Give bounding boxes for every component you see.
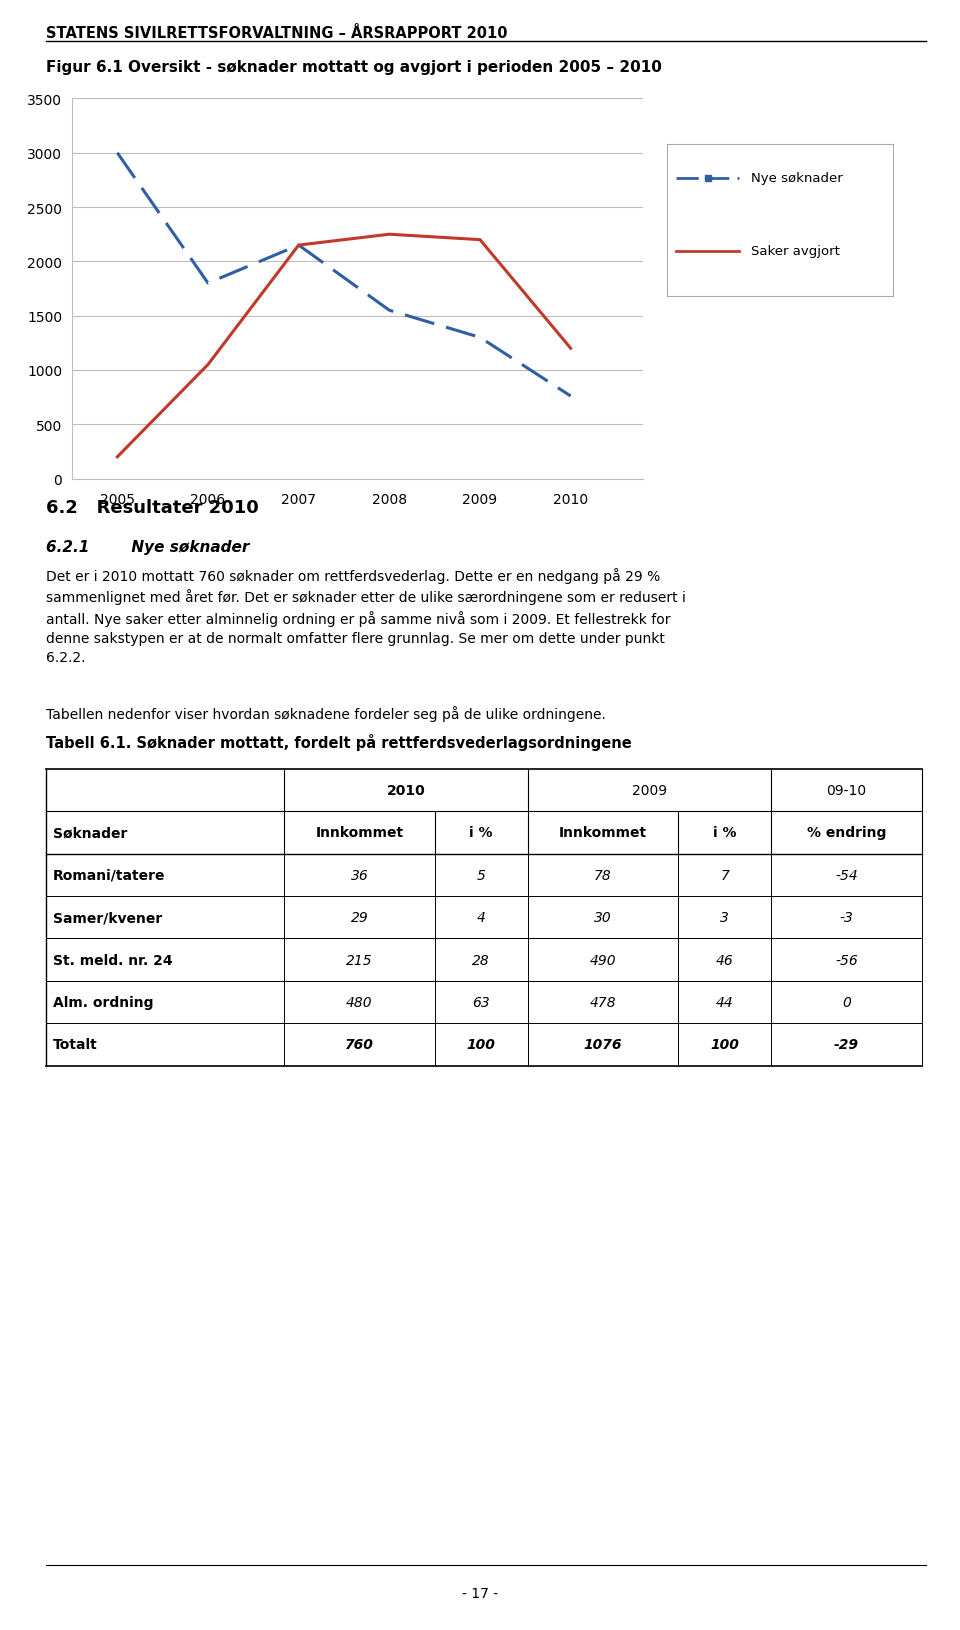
Text: STATENS SIVILRETTSFORVALTNING – ÅRSRAPPORT 2010: STATENS SIVILRETTSFORVALTNING – ÅRSRAPPO…: [46, 26, 508, 41]
Text: i %: i %: [713, 826, 736, 839]
Text: 78: 78: [594, 869, 612, 882]
Text: % endring: % endring: [806, 826, 886, 839]
Text: 6.2   Resultater 2010: 6.2 Resultater 2010: [46, 499, 259, 517]
Text: 5: 5: [477, 869, 486, 882]
Saker avgjort: [293, 236, 304, 256]
Text: 215: 215: [347, 954, 372, 967]
Saker avgjort: [474, 231, 486, 251]
Text: 3: 3: [720, 911, 730, 924]
Text: 2009: 2009: [632, 784, 667, 797]
Text: 29: 29: [350, 911, 369, 924]
Text: Nye søknader: Nye søknader: [751, 171, 843, 184]
Nye søknader: [203, 274, 214, 293]
Text: 478: 478: [589, 996, 616, 1009]
Text: Samer/kvener: Samer/kvener: [53, 911, 162, 924]
Text: 100: 100: [467, 1038, 495, 1051]
Text: Totalt: Totalt: [53, 1038, 98, 1051]
Text: 480: 480: [347, 996, 372, 1009]
Nye søknader: [474, 328, 486, 347]
Text: 6.2.1        Nye søknader: 6.2.1 Nye søknader: [46, 540, 250, 554]
Text: Alm. ordning: Alm. ordning: [53, 996, 154, 1009]
Text: 36: 36: [350, 869, 369, 882]
Text: 09-10: 09-10: [827, 784, 867, 797]
Text: i %: i %: [469, 826, 493, 839]
Line: Nye søknader: Nye søknader: [117, 153, 570, 396]
Nye søknader: [111, 143, 123, 163]
Text: 760: 760: [345, 1038, 374, 1051]
Text: Tabell 6.1. Søknader mottatt, fordelt på rettferdsvederlagsordningene: Tabell 6.1. Søknader mottatt, fordelt på…: [46, 734, 632, 750]
Saker avgjort: [203, 355, 214, 375]
Text: Figur 6.1 Oversikt - søknader mottatt og avgjort i perioden 2005 – 2010: Figur 6.1 Oversikt - søknader mottatt og…: [46, 60, 662, 75]
Text: 46: 46: [716, 954, 733, 967]
Text: 44: 44: [716, 996, 733, 1009]
Saker avgjort: [384, 225, 396, 244]
Saker avgjort: [111, 448, 123, 468]
Line: Saker avgjort: Saker avgjort: [117, 235, 570, 458]
Text: 30: 30: [594, 911, 612, 924]
Text: 7: 7: [720, 869, 730, 882]
Text: 2010: 2010: [387, 784, 425, 797]
Text: Innkommet: Innkommet: [559, 826, 647, 839]
Text: 63: 63: [472, 996, 491, 1009]
Text: 1076: 1076: [584, 1038, 622, 1051]
Text: 490: 490: [589, 954, 616, 967]
Text: - 17 -: - 17 -: [462, 1586, 498, 1601]
Text: Tabellen nedenfor viser hvordan søknadene fordeler seg på de ulike ordningene.: Tabellen nedenfor viser hvordan søknaden…: [46, 706, 606, 722]
Text: -3: -3: [840, 911, 853, 924]
Text: -54: -54: [835, 869, 858, 882]
Text: Søknader: Søknader: [53, 826, 127, 839]
Text: 4: 4: [477, 911, 486, 924]
Text: 0: 0: [842, 996, 851, 1009]
Text: -29: -29: [834, 1038, 859, 1051]
Nye søknader: [564, 386, 576, 406]
Text: -56: -56: [835, 954, 858, 967]
Text: Romani/tatere: Romani/tatere: [53, 869, 165, 882]
Text: Det er i 2010 mottatt 760 søknader om rettferdsvederlag. Dette er en nedgang på : Det er i 2010 mottatt 760 søknader om re…: [46, 567, 686, 665]
Text: Saker avgjort: Saker avgjort: [751, 244, 840, 258]
Text: 100: 100: [710, 1038, 739, 1051]
Text: St. meld. nr. 24: St. meld. nr. 24: [53, 954, 173, 967]
Nye søknader: [293, 236, 304, 256]
Saker avgjort: [564, 339, 576, 359]
Nye søknader: [384, 302, 396, 321]
Text: 28: 28: [472, 954, 491, 967]
Text: Innkommet: Innkommet: [316, 826, 403, 839]
